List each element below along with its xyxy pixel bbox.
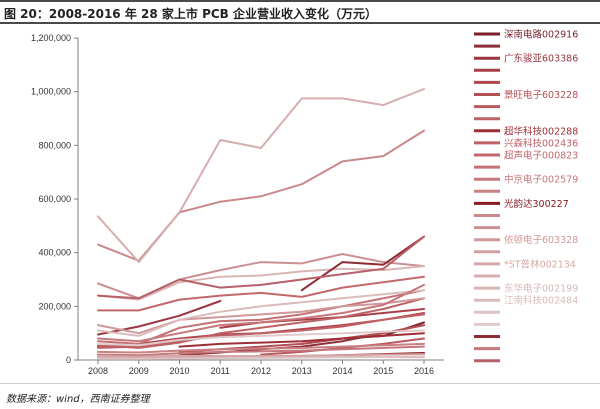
series-line-10 — [97, 313, 425, 349]
series-line-8 — [97, 297, 425, 349]
series-line-14 — [97, 342, 425, 354]
x-tick-label: 2016 — [414, 366, 434, 376]
x-tick-label: 2009 — [129, 366, 149, 376]
line-chart: 0 200,000 400,000 600,000 800,000 1,000,000 1,… — [31, 29, 578, 377]
chart-series-lines — [97, 88, 425, 360]
legend-label: 超华科技002288 — [504, 125, 578, 137]
legend-label: 深南电路002916 — [504, 29, 578, 41]
series-line-25 — [97, 329, 425, 347]
x-tick-label: 2013 — [292, 366, 312, 376]
y-tick-label: 1,000,000 — [31, 87, 71, 97]
series-line-18 — [97, 297, 425, 335]
x-tick-label: 2014 — [332, 366, 352, 376]
legend-label: 兴森科技002436 — [504, 137, 578, 149]
figure-source-bar: 数据来源：wind，西南证券整理 — [0, 383, 600, 409]
series-line-27 — [97, 283, 425, 343]
x-tick-label: 2015 — [373, 366, 393, 376]
x-tick-label: 2011 — [211, 366, 230, 376]
series-line-9 — [178, 332, 425, 348]
series-line-21 — [97, 88, 425, 264]
legend-label: 景旺电子603228 — [504, 89, 578, 101]
series-line-28 — [97, 235, 425, 300]
chart-legend: 深南电路002916 广东骏亚603386 景旺电子603228 超华科技002288… — [474, 29, 578, 363]
figure-source: 数据来源：wind，西南证券整理 — [6, 394, 150, 405]
y-tick-label: 600,000 — [38, 194, 71, 204]
y-tick-label: 800,000 — [38, 140, 71, 150]
series-line-13 — [97, 345, 425, 357]
legend-label: 依顿电子603328 — [504, 234, 578, 246]
x-tick-label: 2008 — [88, 366, 108, 376]
y-tick-label: 200,000 — [38, 301, 71, 311]
series-line-7 — [260, 337, 425, 356]
legend-label: *ST普林002134 — [504, 258, 576, 270]
legend-label: 超声电子000823 — [504, 150, 578, 162]
legend-label: 江南科技002484 — [504, 295, 578, 307]
legend-label: 光韵达300227 — [504, 198, 569, 210]
x-tick-label: 2012 — [251, 366, 271, 376]
y-tick-label: 400,000 — [38, 248, 71, 258]
legend-label: 中京电子002579 — [504, 174, 578, 186]
figure-title-bar: 图 20：2008-2016 年 28 家上市 PCB 企业营业收入变化（万元） — [0, 0, 600, 24]
series-line-23 — [97, 289, 425, 337]
y-tick-label: 1,200,000 — [31, 33, 71, 43]
legend-label: 广东骏亚603386 — [504, 53, 578, 65]
chart-axes: 0 200,000 400,000 600,000 800,000 1,000,000 1,… — [31, 33, 444, 376]
figure-title: 图 20：2008-2016 年 28 家上市 PCB 企业营业收入变化（万元） — [4, 7, 377, 21]
y-tick-label: 0 — [66, 355, 71, 365]
series-line-16 — [97, 129, 425, 262]
x-tick-label: 2010 — [169, 366, 189, 376]
series-line-24 — [97, 355, 425, 360]
series-line-3 — [97, 300, 222, 336]
legend-label: 东华电子002199 — [504, 283, 578, 295]
series-line-11 — [97, 275, 425, 312]
